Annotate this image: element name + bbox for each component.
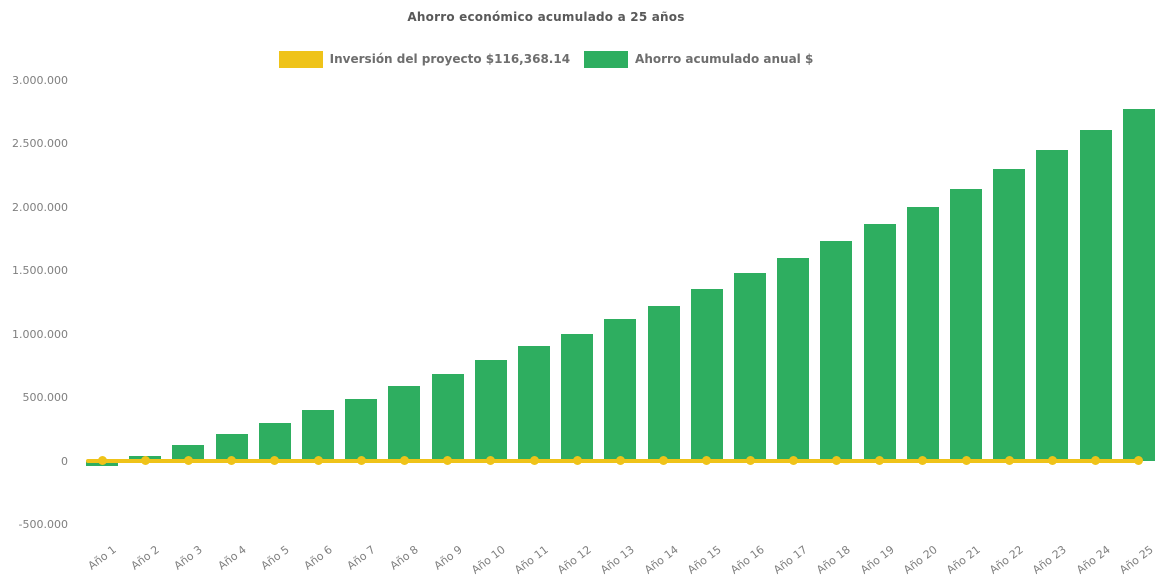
bar-ano-15 bbox=[690, 288, 723, 461]
bar-ano-22 bbox=[993, 169, 1026, 461]
bar-ano-8 bbox=[388, 385, 421, 461]
investment-line-marker-icon bbox=[227, 456, 237, 466]
bar-ano-11 bbox=[518, 346, 550, 461]
bar-ano-17 bbox=[777, 257, 810, 461]
bar-ano-14 bbox=[647, 305, 680, 461]
investment-line-marker-icon bbox=[745, 456, 755, 466]
bar-ano-24 bbox=[1079, 130, 1112, 461]
bar-ano-7 bbox=[345, 399, 378, 461]
legend-label-inversion: Inversión del proyecto $116,368.14 bbox=[329, 52, 571, 66]
y-axis-tick-label: 3.000.000 bbox=[12, 74, 68, 87]
y-axis-tick-label: -500.000 bbox=[18, 518, 68, 531]
investment-line-marker-icon bbox=[918, 456, 928, 466]
investment-line-marker-icon bbox=[529, 456, 539, 466]
investment-line-marker-icon bbox=[97, 456, 107, 466]
investment-line-marker-icon bbox=[1091, 456, 1101, 466]
bar-ano-3 bbox=[172, 444, 205, 461]
bar-ano-21 bbox=[950, 188, 982, 461]
investment-line-marker-icon bbox=[1004, 456, 1014, 466]
investment-line-marker-icon bbox=[702, 456, 712, 466]
investment-line-marker-icon bbox=[399, 456, 409, 466]
investment-line-marker-icon bbox=[875, 456, 885, 466]
y-axis-tick-label: 500.000 bbox=[22, 391, 69, 405]
investment-line-marker-icon bbox=[961, 456, 971, 466]
bar-ano-9 bbox=[431, 374, 464, 461]
bar-ano-13 bbox=[604, 318, 637, 461]
investment-line-marker-icon bbox=[659, 456, 669, 466]
investment-line bbox=[86, 458, 1142, 463]
y-axis-tick-label: 2.000.000 bbox=[12, 200, 68, 214]
investment-line-marker-icon bbox=[831, 456, 841, 466]
chart-title: Ahorro económico acumulado a 25 años bbox=[407, 10, 685, 24]
bar-ano-25 bbox=[1122, 108, 1155, 461]
legend-item-inversion[interactable]: Inversión del proyecto $116,368.14 bbox=[278, 50, 571, 68]
investment-line-marker-icon bbox=[1047, 456, 1057, 466]
investment-line-marker-icon bbox=[1134, 456, 1144, 466]
bar-ano-20 bbox=[906, 206, 939, 461]
bar-ano-23 bbox=[1036, 150, 1069, 461]
y-axis-tick-label: 2.500.000 bbox=[12, 137, 68, 151]
investment-line-marker-icon bbox=[183, 456, 193, 466]
y-axis-tick-label: 1.000.000 bbox=[12, 327, 68, 341]
legend-label-ahorro: Ahorro acumulado anual $ bbox=[635, 52, 814, 66]
investment-line-marker-icon bbox=[572, 456, 582, 466]
bar-ano-10 bbox=[474, 360, 507, 461]
y-axis-tick-label: 0 bbox=[61, 454, 68, 468]
x-axis-label: Año 1 bbox=[85, 543, 119, 573]
investment-line-marker-icon bbox=[788, 456, 798, 466]
bar-ano-18 bbox=[820, 241, 853, 461]
legend-swatch-inversion-icon bbox=[278, 50, 323, 68]
investment-line-marker-icon bbox=[356, 456, 366, 466]
bar-ano-12 bbox=[561, 333, 594, 461]
legend-item-ahorro[interactable]: Ahorro acumulado anual $ bbox=[584, 50, 814, 68]
investment-line-marker-icon bbox=[140, 456, 150, 466]
investment-line-marker-icon bbox=[615, 456, 625, 466]
investment-line-marker-icon bbox=[270, 456, 280, 466]
y-axis-tick-label: 1.500.000 bbox=[12, 264, 68, 278]
bar-ano-6 bbox=[302, 409, 334, 461]
bar-ano-19 bbox=[863, 224, 896, 461]
chart-legend: Inversión del proyecto $116,368.14 Ahorr… bbox=[0, 50, 1092, 68]
bar-ano-4 bbox=[215, 433, 248, 461]
bar-ano-5 bbox=[258, 422, 291, 461]
legend-swatch-ahorro-icon bbox=[584, 50, 629, 68]
investment-line-marker-icon bbox=[443, 456, 453, 466]
investment-line-marker-icon bbox=[313, 456, 323, 466]
investment-line-marker-icon bbox=[486, 456, 496, 466]
bar-ano-16 bbox=[734, 272, 766, 461]
